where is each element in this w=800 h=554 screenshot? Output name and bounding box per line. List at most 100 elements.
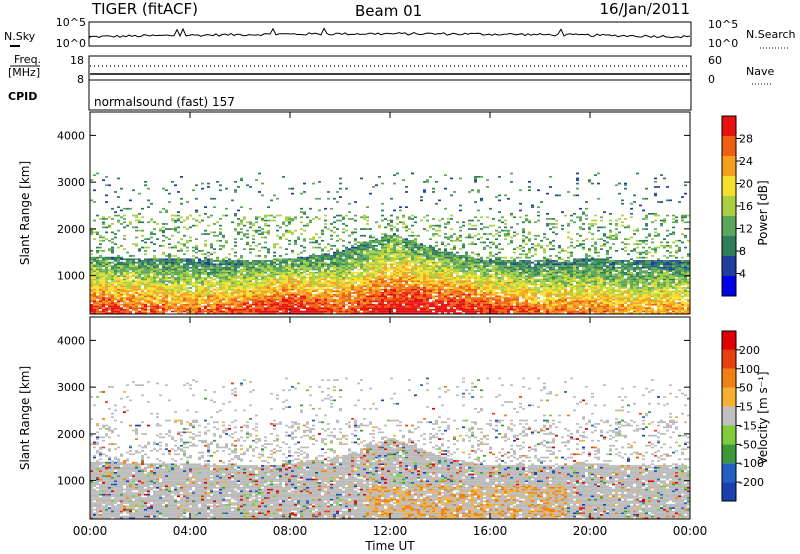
heatmap-cell (420, 307, 423, 309)
heatmap-cell (396, 270, 399, 272)
heatmap-cell (267, 219, 270, 222)
heatmap-cell (261, 263, 264, 266)
heatmap-cell (171, 260, 174, 262)
heatmap-cell (288, 303, 291, 306)
heatmap-cell (399, 303, 402, 306)
heatmap-cell (222, 282, 225, 284)
heatmap-cell (147, 305, 150, 308)
heatmap-cell (150, 218, 153, 220)
heatmap-cell (303, 283, 306, 286)
heatmap-cell (375, 287, 378, 289)
heatmap-cell (219, 288, 222, 291)
heatmap-cell (450, 256, 453, 259)
heatmap-cell (114, 287, 117, 289)
heatmap-cell (165, 268, 168, 271)
heatmap-cell (273, 251, 276, 254)
heatmap-cell (294, 273, 297, 276)
heatmap-cell (312, 265, 315, 267)
heatmap-cell (309, 307, 312, 309)
heatmap-cell (396, 255, 399, 257)
heatmap-cell (456, 312, 459, 314)
heatmap-cell (321, 298, 324, 301)
heatmap-cell (105, 231, 108, 234)
heatmap-cell (423, 295, 426, 298)
heatmap-cell (111, 283, 114, 286)
heatmap-cell (414, 295, 417, 298)
heatmap-cell (192, 293, 195, 296)
heatmap-cell (330, 308, 333, 311)
heatmap-cell (372, 258, 375, 261)
heatmap-cell (147, 271, 150, 274)
heatmap-cell (318, 236, 321, 239)
heatmap-cell (309, 280, 312, 282)
heatmap-cell (189, 236, 192, 239)
heatmap-cell (303, 282, 306, 284)
heatmap-cell (180, 292, 183, 294)
heatmap-cell (393, 271, 396, 274)
heatmap-cell (306, 297, 309, 299)
heatmap-cell (321, 239, 324, 242)
heatmap-cell (171, 285, 174, 288)
heatmap-cell (147, 293, 150, 296)
heatmap-cell (333, 265, 336, 267)
heatmap-cell (213, 273, 216, 276)
heatmap-cell (102, 305, 105, 308)
heatmap-cell (255, 218, 258, 220)
heatmap-cell (138, 213, 141, 215)
heatmap-cell (282, 275, 285, 277)
heatmap-cell (258, 270, 261, 272)
heatmap-cell (339, 182, 342, 185)
heatmap-cell (123, 226, 126, 229)
heatmap-cell (222, 297, 225, 299)
heatmap-cell (324, 295, 327, 298)
heatmap-cell (273, 216, 276, 219)
heatmap-cell (120, 263, 123, 266)
heatmap-cell (234, 298, 237, 301)
heatmap-cell (390, 238, 393, 240)
heatmap-cell (123, 285, 126, 288)
heatmap-cell (453, 246, 456, 249)
heatmap-cell (414, 253, 417, 256)
heatmap-cell (201, 285, 204, 288)
heatmap-cell (93, 295, 96, 298)
heatmap-cell (303, 268, 306, 271)
heatmap-cell (264, 268, 267, 271)
heatmap-cell (441, 282, 444, 284)
heatmap-cell (399, 270, 402, 272)
heatmap-cell (447, 293, 450, 296)
heatmap-cell (441, 263, 444, 266)
heatmap-cell (369, 295, 372, 298)
nave-tick-low: 0 (708, 73, 715, 86)
heatmap-cell (195, 211, 198, 213)
heatmap-cell (432, 308, 435, 311)
heatmap-cell (366, 263, 369, 266)
heatmap-cell (222, 295, 225, 298)
heatmap-cell (306, 223, 309, 225)
heatmap-cell (150, 312, 153, 314)
heatmap-cell (177, 283, 180, 286)
heatmap-cell (426, 288, 429, 291)
heatmap-cell (183, 258, 186, 261)
heatmap-cell (345, 246, 348, 249)
heatmap-cell (336, 256, 339, 259)
heatmap-cell (240, 219, 243, 222)
heatmap-cell (402, 270, 405, 272)
heatmap-cell (102, 270, 105, 272)
heatmap-cell (372, 239, 375, 242)
heatmap-cell (282, 302, 285, 304)
heatmap-cell (258, 229, 261, 232)
heatmap-cell (240, 297, 243, 299)
heatmap-cell (210, 307, 213, 309)
heatmap-cell (327, 305, 330, 308)
heatmap-cell (105, 282, 108, 284)
heatmap-cell (306, 298, 309, 301)
heatmap-cell (360, 308, 363, 311)
heatmap-cell (129, 255, 132, 257)
heatmap-cell (123, 214, 126, 217)
heatmap-cell (279, 277, 282, 279)
heatmap-cell (363, 228, 366, 230)
heatmap-cell (204, 280, 207, 282)
heatmap-cell (270, 298, 273, 301)
heatmap-cell (429, 297, 432, 299)
heatmap-cell (177, 250, 180, 252)
